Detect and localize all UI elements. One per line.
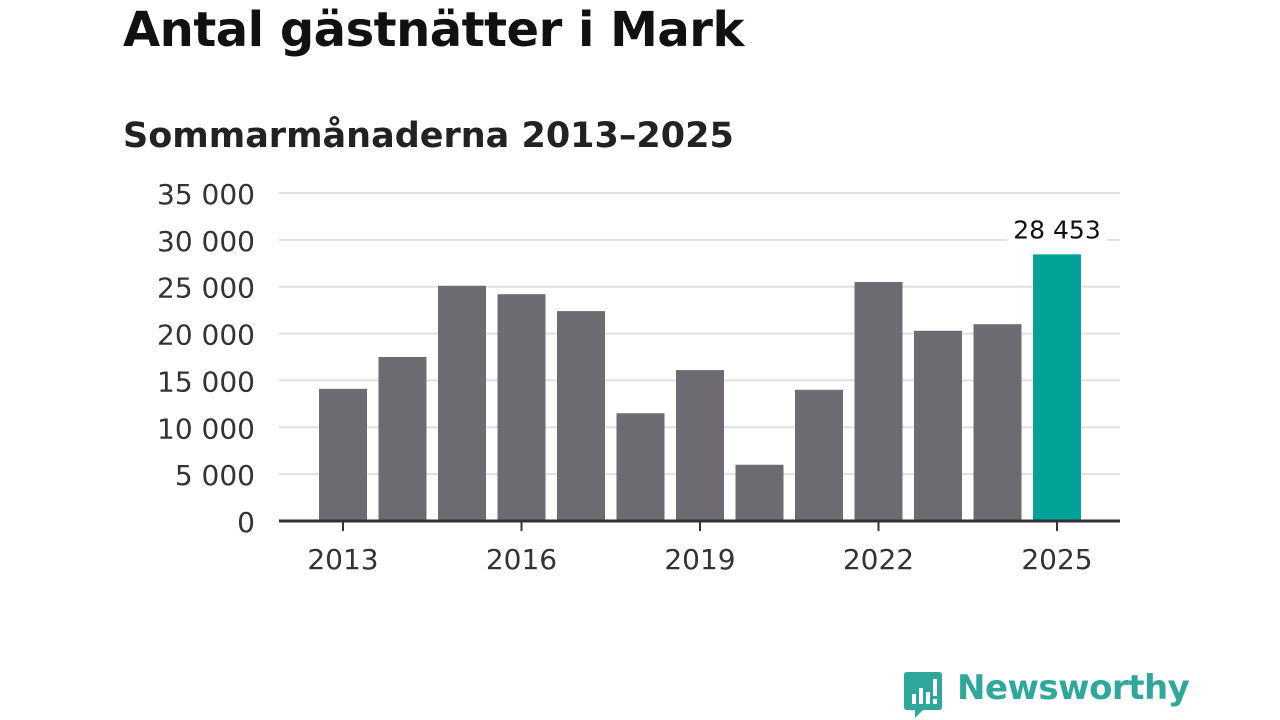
y-tick-label: 5 000 <box>175 459 255 492</box>
bar-2016 <box>497 294 546 521</box>
bar-2015 <box>438 285 486 521</box>
x-tick-label: 2016 <box>486 543 557 576</box>
y-tick-label: 0 <box>237 506 255 539</box>
x-axis-ticks: 2013 2016 2019 2022 2025 <box>307 521 1093 576</box>
data-label-background <box>1007 210 1107 245</box>
chart-title: Antal gästnätter i Mark <box>123 2 744 58</box>
x-tick-label: 2019 <box>664 543 735 576</box>
x-tick-label: 2013 <box>307 543 378 576</box>
y-tick-label: 25 000 <box>157 272 255 305</box>
bar-2021 <box>795 389 843 521</box>
bar-2025 <box>1033 254 1081 521</box>
y-tick-label: 15 000 <box>157 365 255 398</box>
bar-2024 <box>973 324 1022 521</box>
bar-2020 <box>735 464 784 521</box>
chart-subtitle: Sommarmånaderna 2013–2025 <box>123 116 734 156</box>
bar-2019 <box>676 370 724 521</box>
y-tick-label: 35 000 <box>157 178 255 211</box>
bar-2023 <box>914 330 962 521</box>
x-tick-label: 2022 <box>843 543 914 576</box>
brand-logo: Newsworthy <box>903 668 1190 720</box>
y-tick-label: 30 000 <box>157 225 255 258</box>
bar-2014 <box>378 357 427 521</box>
bar-2022 <box>854 282 903 521</box>
brand-name: Newsworthy <box>957 668 1190 708</box>
bars <box>319 254 1081 521</box>
bar-2018 <box>616 413 665 521</box>
x-tick-label: 2025 <box>1021 543 1092 576</box>
bar-2017 <box>557 311 605 521</box>
y-axis-ticks: 0 5 000 10 000 15 000 20 000 25 000 30 000 35 0… <box>157 178 255 539</box>
data-label: 28 453 <box>1013 215 1100 244</box>
newsworthy-logo-icon <box>904 672 942 718</box>
bar-2013 <box>319 388 367 521</box>
y-tick-label: 20 000 <box>157 319 255 352</box>
y-tick-label: 10 000 <box>157 412 255 445</box>
annotations: 28 453 <box>1007 210 1107 245</box>
